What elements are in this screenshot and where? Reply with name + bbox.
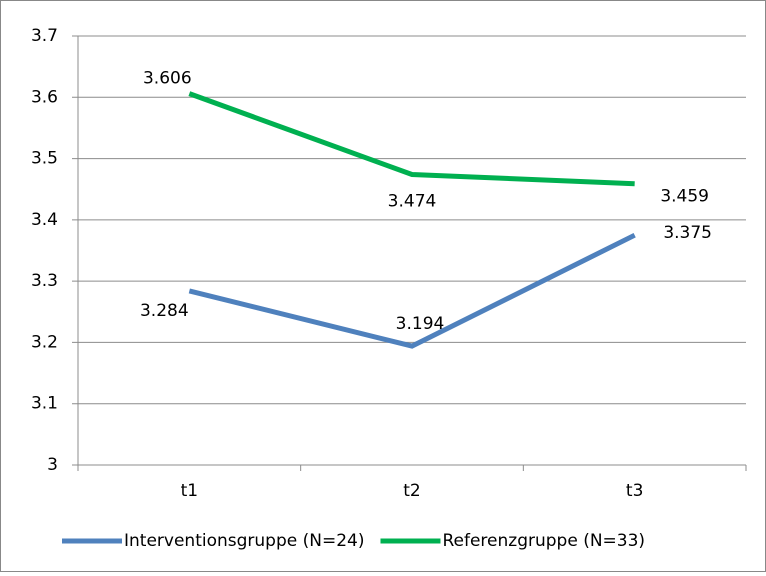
data-label: 3.284 <box>140 301 189 321</box>
y-tick-label: 3.4 <box>31 210 58 230</box>
y-tick-label: 3.5 <box>31 149 58 169</box>
data-label: 3.474 <box>388 192 437 212</box>
legend-label: Referenzgruppe (N=33) <box>442 531 645 551</box>
data-label: 3.606 <box>143 69 192 89</box>
x-tick-label: t3 <box>626 481 643 501</box>
y-tick-label: 3 <box>47 455 58 475</box>
data-label: 3.375 <box>663 223 712 243</box>
y-tick-label: 3.1 <box>31 394 58 414</box>
y-tick-label: 3.6 <box>31 87 58 107</box>
series-line <box>188 232 636 349</box>
legend-label: Interventionsgruppe (N=24) <box>124 531 364 551</box>
data-label: 3.194 <box>396 314 445 334</box>
y-tick-label: 3.2 <box>31 332 58 352</box>
series-line <box>188 91 635 187</box>
x-tick-label: t2 <box>403 481 420 501</box>
data-label: 3.459 <box>660 187 709 207</box>
x-tick-label: t1 <box>181 481 198 501</box>
y-tick-label: 3.7 <box>31 26 58 46</box>
y-tick-label: 3.3 <box>31 271 58 291</box>
